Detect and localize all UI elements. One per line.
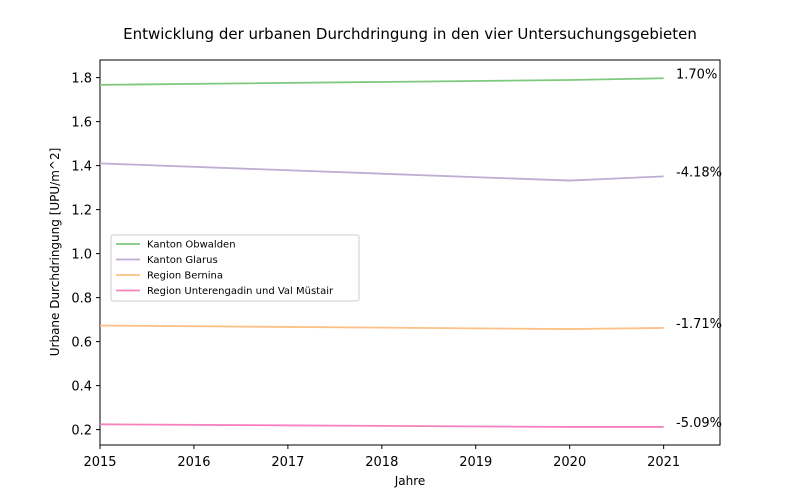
series-line-4 bbox=[99, 423, 664, 428]
series-line-2 bbox=[99, 162, 664, 182]
plot-frame bbox=[99, 59, 721, 446]
y-tick-label: 1.8 bbox=[71, 72, 92, 87]
legend-label: Kanton Glarus bbox=[147, 255, 218, 266]
legend-label: Region Unterengadin und Val Müstair bbox=[147, 286, 334, 297]
legend-box bbox=[110, 234, 360, 302]
end-label: -1.71% bbox=[676, 317, 722, 332]
series-line-3 bbox=[99, 324, 664, 330]
end-label: -4.18% bbox=[676, 165, 722, 180]
y-tick-label: 1.6 bbox=[71, 116, 92, 131]
chart-title: Entwicklung der urbanen Durchdringung in… bbox=[123, 25, 697, 43]
x-tick-label: 2021 bbox=[647, 455, 680, 470]
legend-label: Region Bernina bbox=[147, 271, 223, 282]
y-tick-label: 1.0 bbox=[71, 248, 92, 263]
y-axis-label: Urbane Durchdringung [UPU/m^2] bbox=[48, 148, 62, 357]
legend-label: Kanton Obwalden bbox=[147, 240, 236, 251]
y-tick-label: 0.8 bbox=[71, 292, 92, 307]
series-layer bbox=[99, 77, 664, 428]
y-tick-label: 0.2 bbox=[71, 424, 92, 439]
x-tick-label: 2020 bbox=[553, 455, 586, 470]
end-label: -5.09% bbox=[676, 416, 722, 431]
end-label: 1.70% bbox=[676, 67, 717, 82]
y-tick-label: 0.6 bbox=[71, 336, 92, 351]
legend: Kanton Obwalden Kanton Glarus Region Berni… bbox=[110, 234, 360, 302]
plot-area bbox=[99, 59, 721, 446]
x-tick-label: 2019 bbox=[459, 455, 492, 470]
y-axis: 0.2 0.4 0.6 0.8 1.0 1.2 1.4 1.6 1.8 bbox=[71, 72, 100, 439]
x-axis: 2015 2016 2017 2018 2019 2020 2021 bbox=[83, 445, 680, 470]
x-tick-label: 2018 bbox=[365, 455, 398, 470]
y-tick-label: 1.4 bbox=[71, 160, 92, 175]
x-tick-label: 2017 bbox=[271, 455, 304, 470]
y-tick-label: 1.2 bbox=[71, 204, 92, 219]
x-axis-label: Jahre bbox=[394, 474, 426, 488]
x-tick-label: 2016 bbox=[177, 455, 210, 470]
series-line-1 bbox=[99, 77, 664, 86]
x-tick-label: 2015 bbox=[83, 455, 116, 470]
end-labels: 1.70% -4.18% -1.71% -5.09% bbox=[676, 67, 722, 431]
y-tick-label: 0.4 bbox=[71, 380, 92, 395]
